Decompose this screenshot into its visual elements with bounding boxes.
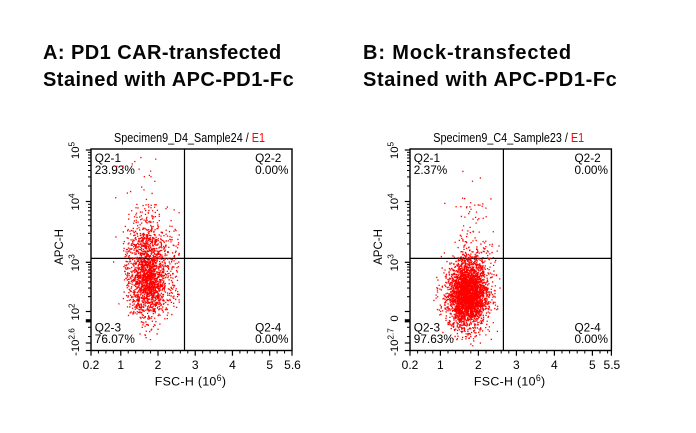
svg-text:FSC-H (106): FSC-H (106): [155, 373, 227, 388]
svg-text:APC-H: APC-H: [54, 229, 66, 265]
svg-text:Q2-2: Q2-2: [255, 151, 281, 165]
svg-text:Q2-2: Q2-2: [575, 151, 601, 165]
svg-text:2: 2: [475, 358, 482, 372]
svg-text:Q2-3: Q2-3: [95, 320, 122, 334]
svg-text:3: 3: [192, 358, 199, 372]
svg-text:4: 4: [551, 358, 558, 372]
svg-text:97.63%: 97.63%: [414, 332, 455, 346]
svg-text:0.00%: 0.00%: [255, 163, 289, 177]
svg-text:104: 104: [387, 193, 401, 211]
svg-text:76.07%: 76.07%: [95, 332, 136, 346]
svg-text:23.93%: 23.93%: [95, 163, 136, 177]
svg-text:2.37%: 2.37%: [414, 163, 448, 177]
svg-text:Specimen9_C4_Sample23 / E1: Specimen9_C4_Sample23 / E1: [433, 130, 584, 145]
svg-text:Q2-3: Q2-3: [414, 320, 441, 334]
svg-text:103: 103: [387, 254, 401, 272]
svg-text:0: 0: [389, 315, 401, 321]
svg-text:Q2-1: Q2-1: [95, 151, 121, 165]
svg-text:3: 3: [513, 358, 520, 372]
svg-text:1: 1: [117, 358, 124, 372]
svg-text:0.00%: 0.00%: [575, 332, 609, 346]
svg-text:105: 105: [68, 141, 82, 159]
svg-text:-102.7: -102.7: [387, 328, 401, 356]
svg-text:FSC-H (106): FSC-H (106): [474, 373, 546, 388]
svg-text:104: 104: [68, 193, 82, 211]
svg-text:Q2-4: Q2-4: [255, 320, 282, 334]
svg-text:0.00%: 0.00%: [255, 332, 289, 346]
svg-text:0.2: 0.2: [83, 358, 100, 372]
svg-text:-102.6: -102.6: [68, 328, 82, 356]
svg-text:105: 105: [387, 141, 401, 159]
svg-text:APC-H: APC-H: [373, 229, 385, 265]
svg-text:102: 102: [68, 303, 82, 321]
svg-text:1: 1: [437, 358, 444, 372]
svg-text:Q2-1: Q2-1: [414, 151, 440, 165]
svg-text:4: 4: [229, 358, 236, 372]
svg-text:5: 5: [266, 358, 273, 372]
svg-text:5.5: 5.5: [604, 358, 621, 372]
svg-text:5: 5: [589, 358, 596, 372]
svg-text:0.00%: 0.00%: [575, 163, 609, 177]
svg-text:5.6: 5.6: [284, 358, 301, 372]
svg-text:0.2: 0.2: [402, 358, 419, 372]
svg-text:103: 103: [68, 254, 82, 272]
svg-text:Specimen9_D4_Sample24 / E1: Specimen9_D4_Sample24 / E1: [114, 130, 265, 145]
svg-text:Q2-4: Q2-4: [575, 320, 602, 334]
svg-text:2: 2: [155, 358, 162, 372]
